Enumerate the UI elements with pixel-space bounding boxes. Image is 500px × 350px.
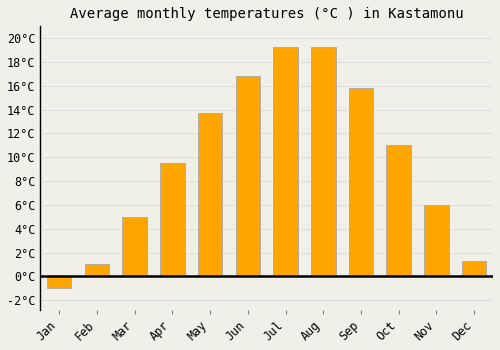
Bar bbox=[160, 163, 184, 276]
Bar bbox=[386, 145, 411, 276]
Bar bbox=[462, 261, 486, 276]
Bar bbox=[236, 76, 260, 276]
Bar bbox=[198, 113, 222, 276]
Bar bbox=[47, 276, 72, 288]
Bar bbox=[84, 265, 109, 277]
Bar bbox=[424, 205, 448, 276]
Title: Average monthly temperatures (°C ) in Kastamonu: Average monthly temperatures (°C ) in Ka… bbox=[70, 7, 464, 21]
Bar bbox=[122, 217, 147, 276]
Bar bbox=[348, 88, 374, 276]
Bar bbox=[274, 47, 298, 276]
Bar bbox=[311, 47, 336, 276]
